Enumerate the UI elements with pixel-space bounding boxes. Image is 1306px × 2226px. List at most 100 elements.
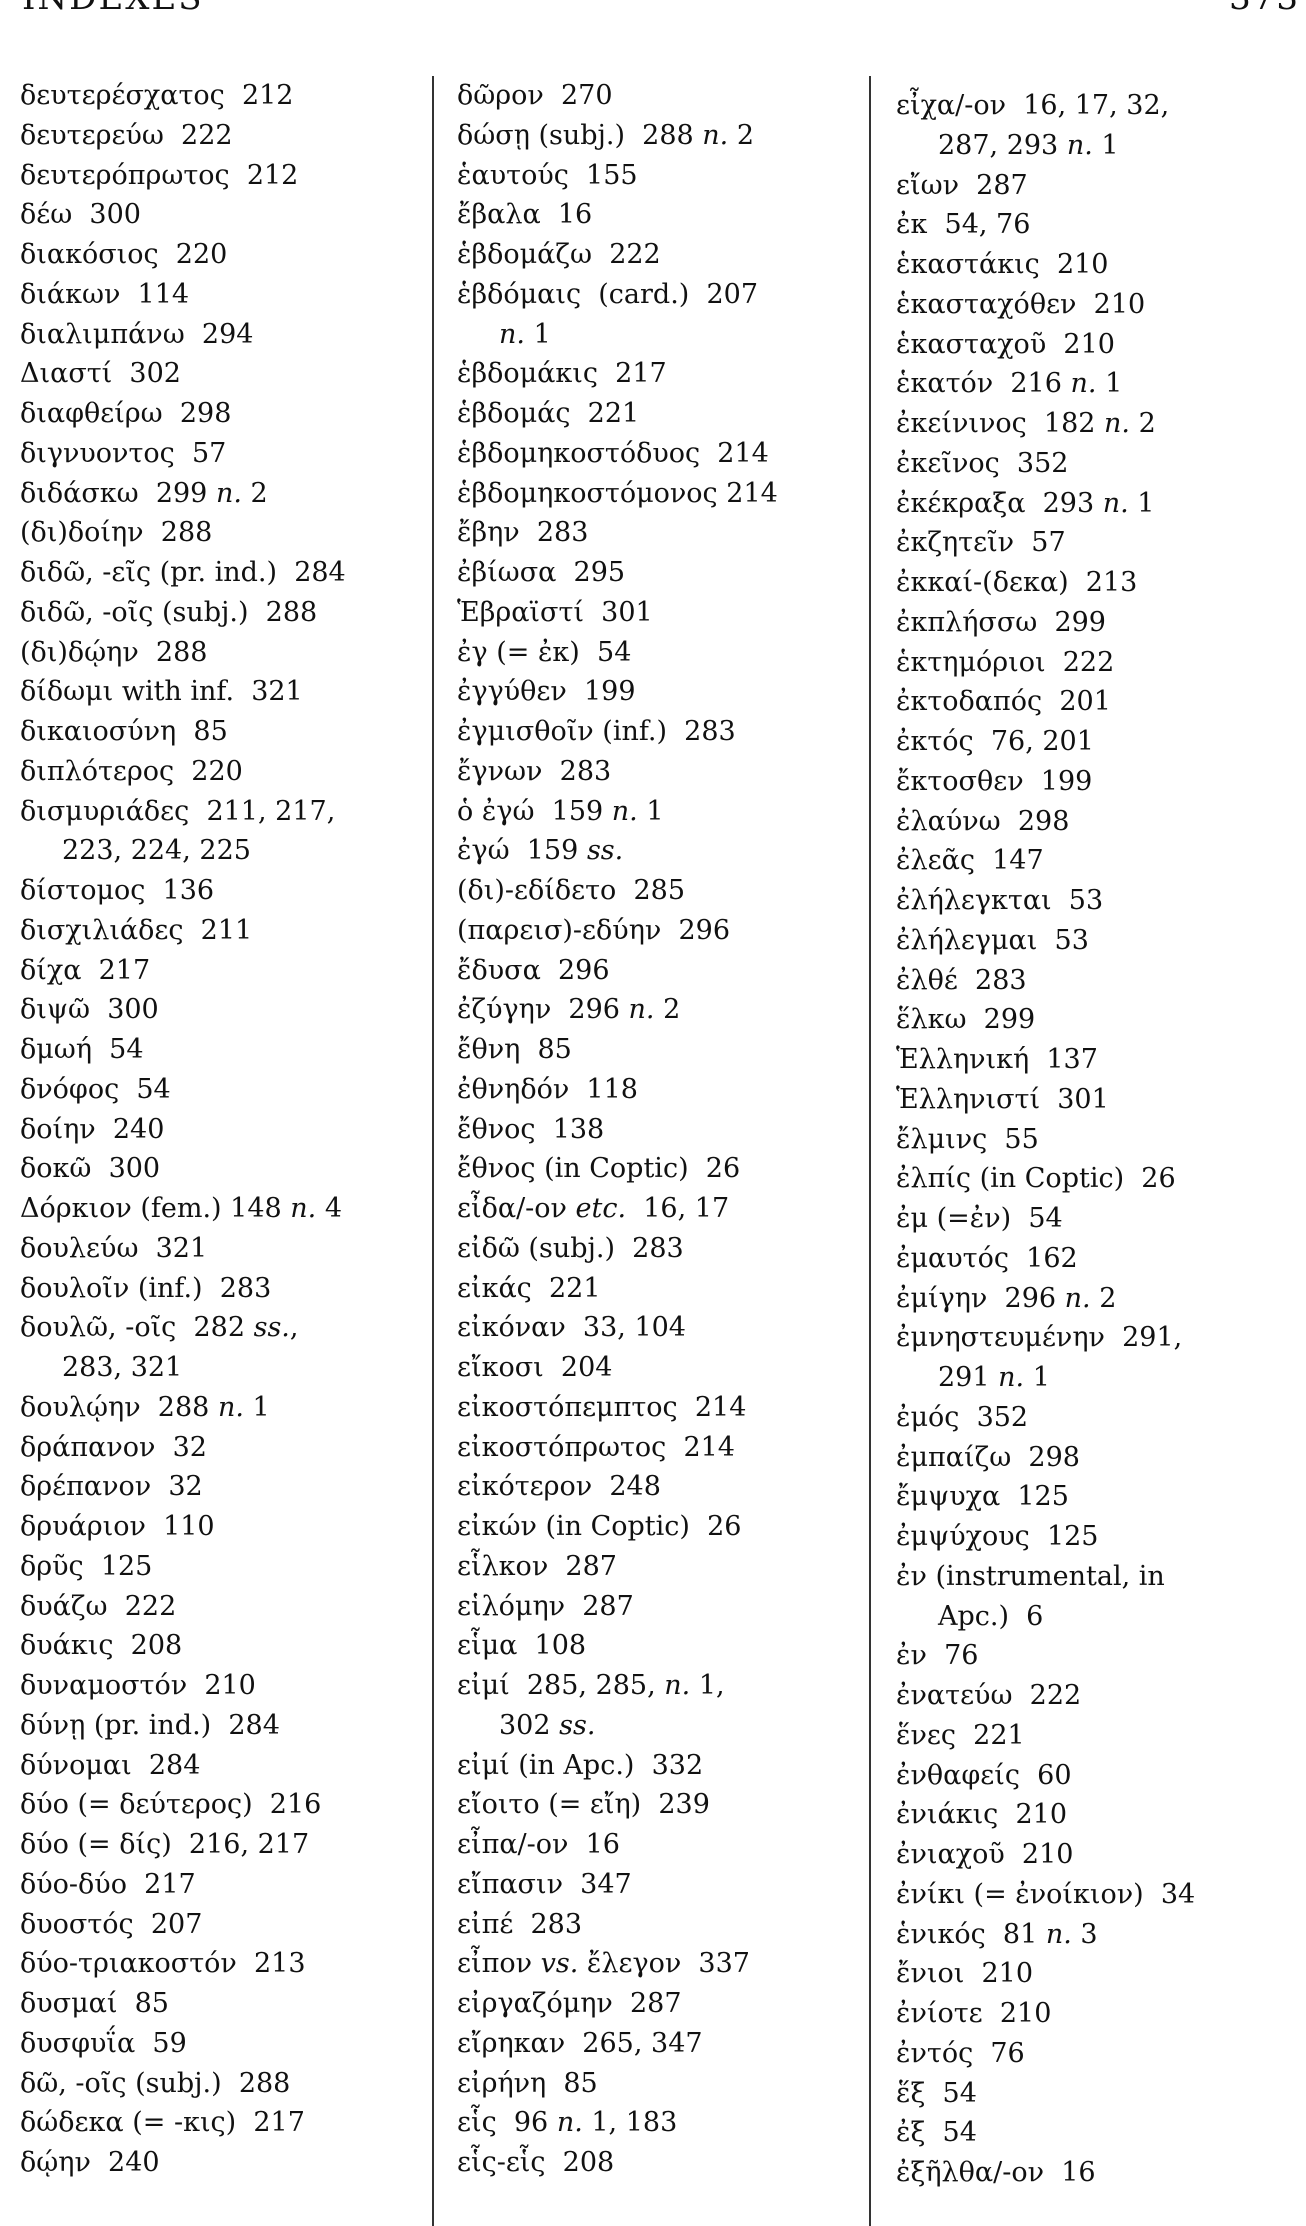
- index-entry: ἐμνηστευμένην 291,: [896, 1322, 1183, 1354]
- index-entry: εἴων 287: [896, 169, 1028, 201]
- index-entry: δράπανον 32: [20, 1431, 207, 1463]
- index-entry: δύο (= δίς) 216, 217: [20, 1829, 310, 1860]
- index-entry: ἔθνη 85: [457, 1034, 572, 1065]
- index-entry: δυσμαί 85: [20, 1988, 169, 2019]
- index-entry: ἔβην 283: [457, 517, 589, 549]
- index-entry: ἐμπαίζω 298: [896, 1441, 1080, 1473]
- index-entry: δυάκις 208: [20, 1630, 183, 1662]
- page-number: 373: [1229, 0, 1300, 18]
- index-entry-continuation: n. 1: [499, 318, 551, 350]
- index-entry: δρυάριον 110: [20, 1511, 215, 1542]
- index-entry: εἰμί (in Apc.) 332: [457, 1749, 704, 1781]
- index-entry: ἔκτοσθεν 199: [896, 765, 1093, 797]
- index-entry: εἴοιτο (= εἴη) 239: [457, 1789, 710, 1821]
- index-entry: εἴκοσι 204: [457, 1352, 613, 1383]
- index-entry: διψῶ 300: [20, 994, 159, 1026]
- index-entry: εἶπον vs. ἔλεγον 337: [457, 1948, 750, 1980]
- index-entry: δῶρον 270: [457, 80, 613, 111]
- index-entry: εἷλκον 287: [457, 1550, 617, 1582]
- index-entry: ἐκτοδαπός 201: [896, 686, 1111, 718]
- index-entry: ἐνατεύω 222: [896, 1680, 1082, 1711]
- index-entry: ἐγ (= ἐκ) 54: [457, 636, 632, 668]
- index-entry: ἐγγύθεν 199: [457, 676, 636, 708]
- index-entry: ἐμ (=ἐν) 54: [896, 1203, 1063, 1234]
- index-entry: ἑβδομάς 221: [457, 398, 640, 429]
- index-entry: ἐξ 54: [896, 2117, 977, 2149]
- index-entry: διδάσκω 299 n. 2: [20, 477, 268, 509]
- index-entry: ἕξ 54: [896, 2077, 977, 2109]
- index-entry: δυσφυΐα 59: [20, 2027, 187, 2059]
- index-entry: δουλῴην 288 n. 1: [20, 1391, 270, 1423]
- index-entry: διαφθείρω 298: [20, 398, 232, 429]
- running-head-title: INDEXES: [22, 0, 204, 18]
- index-entry: ἐνίκι (= ἐνοίκιον) 34: [896, 1878, 1196, 1910]
- index-entry: ἐγμισθοῖν (inf.) 283: [457, 716, 736, 747]
- index-entry: διπλότερος 220: [20, 755, 243, 787]
- index-entry-continuation: 287, 293 n. 1: [938, 129, 1119, 161]
- index-entry: (δι)δοίην 288: [20, 517, 213, 549]
- index-entry: δοκῶ 300: [20, 1153, 161, 1185]
- index-entry: (δι)-εδίδετο 285: [457, 875, 685, 906]
- index-entry: ἐλήλεγκται 53: [896, 885, 1104, 916]
- index-entry-continuation: 291 n. 1: [938, 1362, 1050, 1393]
- index-entry: ἑαυτούς 155: [457, 159, 638, 191]
- index-entry: εἰκάς 221: [457, 1272, 601, 1304]
- index-entry: δίχα 217: [20, 954, 151, 986]
- index-entry: ἑβδομηκοστόμονος 214: [457, 477, 778, 509]
- index-entry: διακόσιος 220: [20, 239, 228, 270]
- index-column-3: εἶχα/-ον 16, 17, 32, 287, 293 n. 1 εἴων 28…: [896, 86, 1306, 2193]
- index-entry: ἐκκαί-(δεκα) 213: [896, 567, 1138, 598]
- index-entry: δύο-δύο 217: [20, 1868, 196, 1900]
- index-entry: δρῦς 125: [20, 1550, 153, 1582]
- index-entry: ἑκασταχοῦ 210: [896, 328, 1115, 360]
- index-entry: ἔθνος (in Coptic) 26: [457, 1153, 741, 1185]
- index-entry: ἐμίγην 296 n. 2: [896, 1282, 1117, 1314]
- index-entry: εἷς 96 n. 1, 183: [457, 2107, 678, 2139]
- index-entry: ἑβδομηκοστόδυος 214: [457, 437, 769, 469]
- index-entry: εἰμί 285, 285, n. 1,: [457, 1670, 725, 1701]
- index-entry: διδῶ, -εῖς (pr. ind.) 284: [20, 557, 346, 588]
- index-entry: ἑκτημόριοι 222: [896, 646, 1115, 678]
- index-column-1: δευτερέσχατος 212 δευτερεύω 222 δευτερόπρω…: [20, 76, 430, 2183]
- index-entry: δύνῃ (pr. ind.) 284: [20, 1709, 280, 1741]
- index-entry: εἰκών (in Coptic) 26: [457, 1511, 742, 1542]
- index-entry: ἑβδόμαις (card.) 207: [457, 278, 759, 310]
- index-entry: ἔβαλα 16: [457, 199, 593, 231]
- index-entry: δυάζω 222: [20, 1590, 177, 1622]
- index-entry: διγνυοντος 57: [20, 437, 227, 469]
- index-entry: εἷς-εἷς 208: [457, 2147, 615, 2178]
- index-entry: δῶ, -οῖς (subj.) 288: [20, 2067, 291, 2099]
- index-entry: δέω 300: [20, 199, 141, 231]
- index-entry: ἐνιαχοῦ 210: [896, 1839, 1074, 1870]
- index-entry: δώσῃ (subj.) 288 n. 2: [457, 119, 755, 151]
- index-entry: ἐκτός 76, 201: [896, 726, 1094, 757]
- index-entry: ἐβίωσα 295: [457, 557, 626, 588]
- index-entry: δουλοῖν (inf.) 283: [20, 1272, 272, 1304]
- index-entry: ἑβδομάζω 222: [457, 239, 661, 270]
- index-entry-continuation: 223, 224, 225: [62, 835, 251, 867]
- index-entry: ἐκέκραξα 293 n. 1: [896, 487, 1155, 519]
- index-entry: ἔνιοι 210: [896, 1958, 1034, 1990]
- index-entry: ἐκπλήσσω 299: [896, 606, 1106, 638]
- index-entry: ἐγώ 159 ss.: [457, 835, 624, 867]
- index-entry: (παρεισ)-εδύην 296: [457, 914, 730, 946]
- index-entry: δευτερέσχατος 212: [20, 80, 294, 111]
- index-entry: ἔμψυχα 125: [896, 1481, 1069, 1513]
- index-entry: εἶχα/-ον 16, 17, 32,: [896, 90, 1170, 121]
- index-entry: δευτερεύω 222: [20, 119, 233, 151]
- index-entry: Διαστί 302: [20, 358, 181, 390]
- index-entry: δίστομος 136: [20, 875, 215, 906]
- index-entry: δισμυριάδες 211, 217,: [20, 795, 336, 827]
- index-entry: δρέπανον 32: [20, 1471, 203, 1503]
- index-entry: ἐλπίς (in Coptic) 26: [896, 1163, 1176, 1195]
- index-entry: ἐκεῖνος 352: [896, 447, 1069, 479]
- index-entry: ἐκ 54, 76: [896, 209, 1031, 241]
- index-entry: ἐξῆλθα/-ον 16: [896, 2157, 1096, 2188]
- index-entry: εἰργαζόμην 287: [457, 1988, 682, 2019]
- index-column-2: δῶρον 270 δώσῃ (subj.) 288 n. 2 ἑαυτούς 15…: [457, 76, 867, 2183]
- index-entry: δύνομαι 284: [20, 1749, 201, 1781]
- column-divider: [869, 76, 871, 2226]
- index-entry: ἐμός 352: [896, 1401, 1029, 1433]
- index-entry: ἐν 76: [896, 1640, 979, 1672]
- index-entry: δευτερόπρωτος 212: [20, 159, 299, 191]
